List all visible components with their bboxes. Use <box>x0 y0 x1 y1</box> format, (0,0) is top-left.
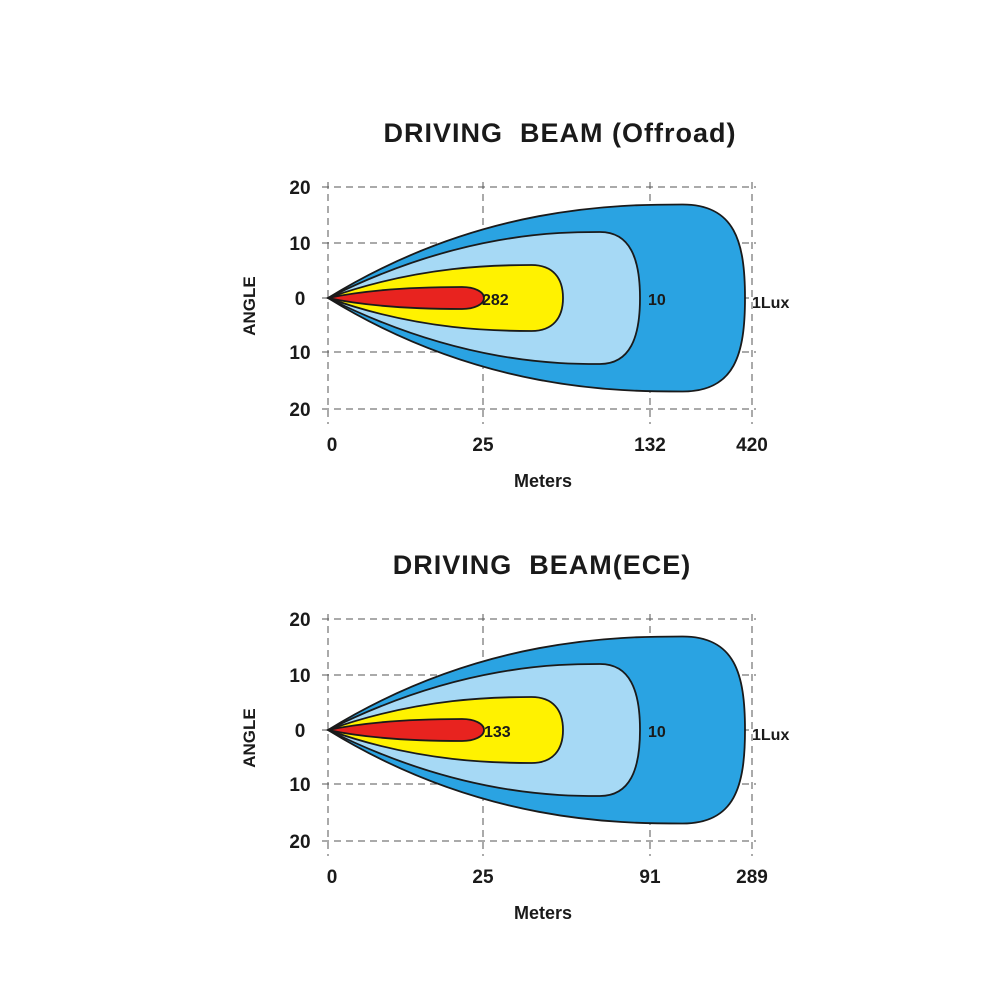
beam-plot: 20 10 0 10 20 0 25 132 420 282 10 1Lux Meters ANGL… <box>240 178 789 491</box>
lux-label: 10 <box>648 292 666 309</box>
y-tick-label: 0 <box>295 721 306 742</box>
tick-labels: 20 10 0 10 20 0 25 132 420 <box>289 178 767 456</box>
x-tick-label: 420 <box>736 435 768 456</box>
lux-labels: 133 10 1Lux <box>484 724 789 744</box>
tick-labels: 20 10 0 10 20 0 25 91 289 <box>289 610 767 888</box>
lux-label: 282 <box>482 292 509 309</box>
beam-contours <box>325 203 746 393</box>
x-tick-label: 25 <box>472 867 494 888</box>
x-axis-label: Meters <box>514 471 572 491</box>
y-tick-label: 20 <box>289 832 310 853</box>
lux-label: 1Lux <box>752 727 789 744</box>
y-tick-label: 20 <box>289 400 310 421</box>
beam-contour <box>327 286 485 310</box>
y-tick-label: 10 <box>289 666 310 687</box>
lux-label: 10 <box>648 724 666 741</box>
x-tick-label: 289 <box>736 867 768 888</box>
y-tick-label: 20 <box>289 178 310 199</box>
x-tick-label: 0 <box>327 867 338 888</box>
y-axis-label: ANGLE <box>240 708 259 768</box>
lux-labels: 282 10 1Lux <box>482 292 789 312</box>
x-tick-label: 91 <box>639 867 661 888</box>
y-tick-label: 10 <box>289 775 310 796</box>
x-axis-label: Meters <box>514 903 572 923</box>
y-axis-label: ANGLE <box>240 276 259 336</box>
beam-plot: 20 10 0 10 20 0 25 91 289 133 10 1Lux Meters ANGLE <box>240 610 789 923</box>
x-tick-label: 0 <box>327 435 338 456</box>
chart-offroad: DRIVING BEAM (Offroad) 20 10 0 10 20 0 25 132 42… <box>240 118 789 491</box>
chart-title: DRIVING BEAM (Offroad) <box>383 118 737 148</box>
y-tick-label: 10 <box>289 234 310 255</box>
beam-contour <box>327 718 485 742</box>
beam-contours <box>325 635 746 825</box>
y-tick-label: 10 <box>289 343 310 364</box>
chart-title: DRIVING BEAM(ECE) <box>392 550 692 580</box>
chart-ece: DRIVING BEAM(ECE) 20 10 0 10 20 0 25 91 289 133 1… <box>0 432 1000 932</box>
y-tick-label: 20 <box>289 610 310 631</box>
x-tick-label: 132 <box>634 435 666 456</box>
y-tick-label: 0 <box>295 289 306 310</box>
lux-label: 1Lux <box>752 295 789 312</box>
lux-label: 133 <box>484 724 511 741</box>
x-tick-label: 25 <box>472 435 494 456</box>
